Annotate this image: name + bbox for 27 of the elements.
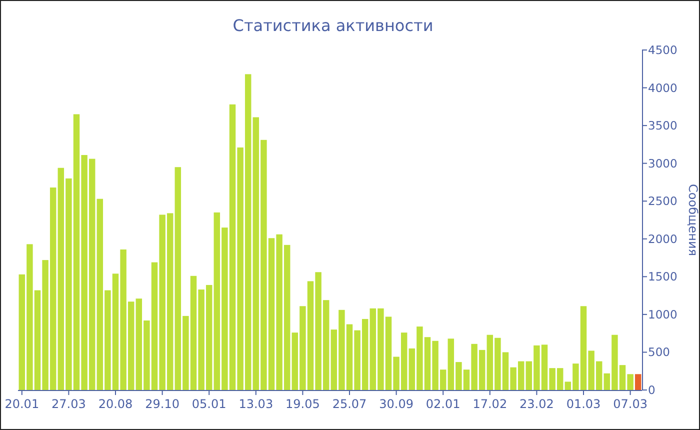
x-tick-label: 05.01	[192, 397, 226, 411]
x-tick-label: 20.01	[4, 397, 40, 411]
x-tick-label: 30.09	[379, 397, 414, 411]
y-tick-label: 0	[648, 383, 656, 397]
y-tick-label: 3000	[648, 156, 678, 170]
x-tick-label: 19.05	[286, 397, 320, 411]
x-tick-label: 13.03	[238, 397, 274, 411]
x-tick-label: 25.07	[332, 397, 367, 411]
x-tick-label: 29.10	[145, 397, 180, 411]
y-tick-label: 4000	[648, 80, 678, 95]
y-tick-label: 1500	[648, 270, 678, 284]
y-axis-title: Сообщения	[686, 184, 700, 256]
bar	[634, 374, 642, 390]
x-tick-label: 27.03	[52, 397, 86, 411]
y-tick-label: 1000	[648, 307, 678, 322]
y-tick-label: 3500	[648, 118, 678, 133]
x-tick-label: 07.03	[613, 397, 648, 411]
x-tick-label: 23.02	[520, 397, 554, 411]
x-tick-label: 01.03	[566, 397, 601, 411]
chart-title: Статистика активности	[232, 16, 434, 35]
y-tick-label: 2000	[648, 232, 678, 246]
x-tick-label: 20.08	[98, 397, 133, 411]
x-tick-label: 17.02	[472, 397, 508, 411]
x-tick-label: 02.01	[426, 397, 460, 411]
y-tick-label: 500	[648, 345, 670, 360]
y-tick-label: 2500	[648, 194, 678, 208]
y-tick-label: 4500	[648, 43, 678, 57]
